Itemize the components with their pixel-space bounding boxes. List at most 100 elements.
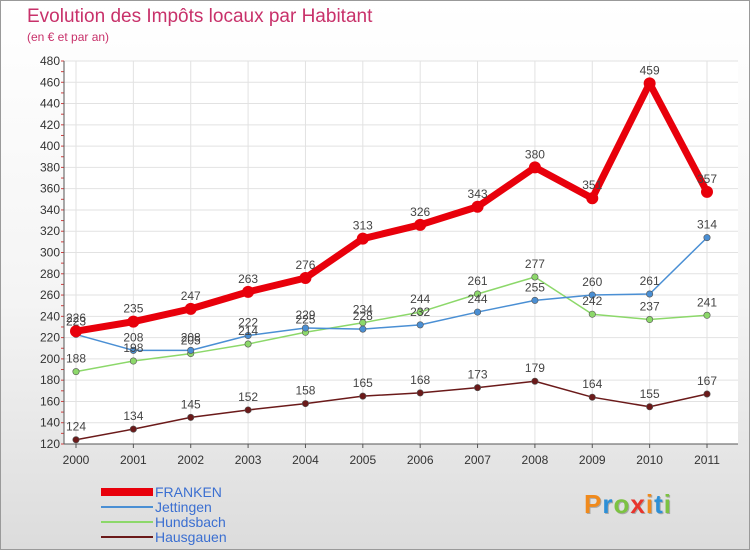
data-label: 261 [640,274,660,288]
data-label: 158 [295,384,315,398]
data-label: 179 [525,361,545,375]
data-label: 145 [181,397,201,411]
data-label: 244 [410,292,430,306]
legend-label: Hundsbach [155,514,226,530]
logo-letter: o [613,489,631,519]
data-point [184,302,197,315]
series-line [75,380,708,441]
data-label: 326 [410,205,430,219]
data-label: 229 [295,308,315,322]
data-label: 237 [640,300,660,314]
data-point [72,436,80,444]
data-point [416,389,424,397]
y-tick-label: 260 [40,288,60,302]
data-point [588,393,596,401]
logo-letter: i [663,489,672,519]
y-tick-label: 420 [40,118,60,132]
data-point [187,413,195,421]
data-point [301,324,309,332]
chart-title: Evolution des Impôts locaux par Habitant [27,6,373,27]
data-label: 351 [582,178,602,192]
data-label: 165 [353,376,373,390]
data-point [301,400,309,408]
data-label: 208 [123,330,143,344]
y-tick-label: 320 [40,224,60,238]
x-tick-label: 2006 [407,453,434,467]
data-label: 276 [295,258,315,272]
data-point [129,425,137,433]
data-point [474,308,482,316]
y-tick-label: 240 [40,309,60,323]
data-label: 124 [66,420,86,434]
data-point [242,285,255,298]
logo-letter: P [584,489,603,519]
legend-label: Jettingen [155,499,212,515]
chart-subtitle: (en € et par an) [27,30,110,44]
series-franken [70,77,713,338]
x-tick-label: 2003 [235,453,262,467]
series-line [75,276,708,373]
data-label: 380 [525,147,545,161]
y-tick-label: 340 [40,203,60,217]
data-label: 188 [66,352,86,366]
data-point [646,290,654,298]
data-label: 167 [697,374,717,388]
data-label: 228 [353,309,373,323]
data-label: 343 [468,187,488,201]
data-label: 241 [697,295,717,309]
series-jettingen [72,234,711,354]
legend-swatch [101,521,153,523]
data-point [588,291,596,299]
logo-letter: i [645,489,655,519]
series-line [75,236,708,352]
data-point [129,346,137,354]
data-point [187,346,195,354]
data-point [416,321,424,329]
data-point [531,296,539,304]
data-point [359,392,367,400]
x-tick-label: 2005 [349,453,376,467]
logo-letter: t [654,489,664,519]
data-point [299,272,312,285]
logo-letter: r [602,489,614,519]
series-hausgauen [72,377,711,444]
data-label: 235 [123,302,143,316]
series-line [72,79,711,335]
x-tick-label: 2001 [120,453,147,467]
y-tick-label: 300 [40,246,60,260]
data-point [531,377,539,385]
y-tick-label: 280 [40,267,60,281]
data-point [414,218,427,231]
data-label: 226 [66,311,86,325]
data-point [127,315,140,328]
data-label: 155 [640,387,660,401]
data-label: 247 [181,289,201,303]
y-tick-label: 180 [40,373,60,387]
data-label: 164 [582,377,602,391]
data-label: 214 [238,324,258,338]
data-point [531,273,539,281]
data-label: 357 [697,172,717,186]
data-point [643,77,656,90]
data-label: 255 [525,280,545,294]
data-point [359,325,367,333]
legend-label: Hausgauen [155,529,227,545]
data-point [70,325,82,338]
data-label: 225 [295,312,315,326]
data-point [701,185,713,198]
y-tick-label: 380 [40,160,60,174]
y-tick-label: 400 [40,139,60,153]
data-point [474,290,482,298]
data-point [703,390,711,398]
data-label: 222 [238,315,258,329]
data-point [72,368,80,376]
y-tick-label: 120 [40,437,60,451]
x-tick-label: 2009 [579,453,606,467]
data-label: 277 [525,257,545,271]
data-label: 232 [410,305,430,319]
x-tick-label: 2011 [694,453,720,467]
data-point [244,340,252,348]
data-label: 234 [353,303,373,317]
data-label: 459 [640,63,660,77]
